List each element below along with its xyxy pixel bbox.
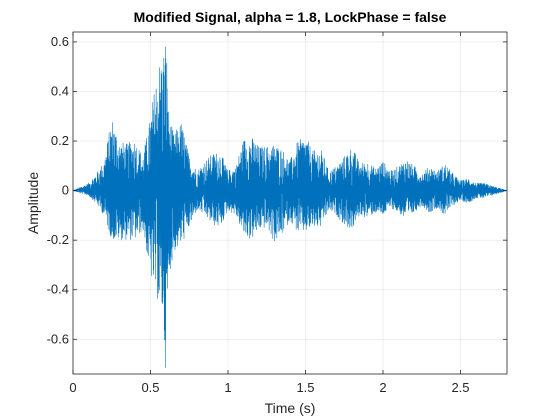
y-tick-label: 0.2 <box>51 133 69 148</box>
signal-waveform-line <box>72 46 508 368</box>
x-tick-label: 1.5 <box>296 380 314 395</box>
y-tick-label: 0.6 <box>51 34 69 49</box>
x-tick-label: 0 <box>69 380 76 395</box>
y-tick-label: -0.6 <box>47 331 69 346</box>
grid-lines <box>72 32 507 374</box>
x-axis-label: Time (s) <box>265 400 316 416</box>
x-tick-label: 2.5 <box>451 380 469 395</box>
signal-series <box>72 46 508 368</box>
chart-title: Modified Signal, alpha = 1.8, LockPhase … <box>134 9 447 25</box>
x-tick-label: 1 <box>224 380 231 395</box>
x-tick-label: 2 <box>379 380 386 395</box>
axes-box <box>72 31 508 375</box>
x-tick-label: 0.5 <box>141 380 159 395</box>
y-tick-label: 0 <box>62 183 69 198</box>
axis-ticks: 0 0.5 1 1.5 2 2.5 -0.6 -0.4 -0.2 0 0.2 0.4 0.6 <box>47 32 507 395</box>
y-tick-label: -0.4 <box>47 282 69 297</box>
y-tick-label: 0.4 <box>51 83 69 98</box>
y-tick-label: -0.2 <box>47 232 69 247</box>
y-axis-label: Amplitude <box>25 172 41 234</box>
